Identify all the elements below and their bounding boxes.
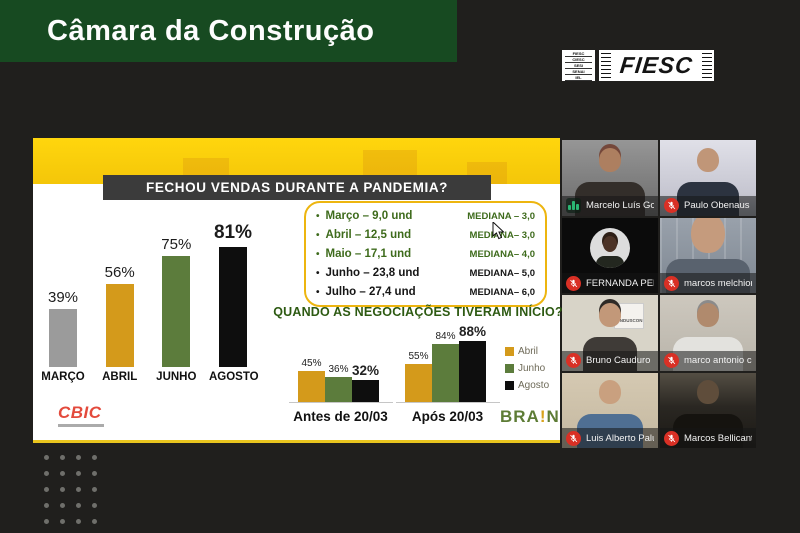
nameplate: marcos melchioretto (660, 273, 756, 293)
dot (92, 471, 97, 476)
mic-muted-icon (664, 275, 679, 291)
bar-abril: 56% (96, 264, 144, 367)
nameplate: FERNANDA PEREIRA… (562, 273, 658, 293)
cbic-logo: CBIC (58, 403, 104, 427)
dot (76, 519, 81, 524)
nameplate: marco antonio corsini (660, 350, 756, 371)
dot (44, 471, 49, 476)
fiesc-wordmark: FIESC (599, 50, 714, 81)
participant-silhouette (668, 380, 748, 448)
slide-title: FECHOU VENDAS DURANTE A PANDEMIA? (103, 175, 491, 200)
dot (44, 503, 49, 508)
group-label-apos: Após 20/03 (411, 409, 484, 424)
shared-presentation-slide: FECHOU VENDAS DURANTE A PANDEMIA? 39% 56… (33, 138, 563, 443)
dot (76, 471, 81, 476)
legend-swatch-junho (505, 364, 514, 373)
grouped-chart-apos: 55% 84% 88% (405, 318, 486, 402)
dot (92, 455, 97, 460)
slide-subtitle: QUANDO AS NEGOCIAÇÕES TIVERAM INÍCIO? (273, 305, 563, 319)
video-tile-fernanda[interactable]: FERNANDA PEREIRA… (562, 217, 658, 293)
fiesc-entities-logo: FIESC CIESC SESI SENAI IEL (562, 50, 595, 81)
nameplate: Marcelo Luís Gonçal… (562, 195, 658, 216)
legend-item: Junho (505, 363, 549, 374)
dot (92, 487, 97, 492)
mediana-row: Abril – 12,5 und MEDIANA– 3,0 (314, 229, 535, 241)
dot (76, 455, 81, 460)
nameplate: Bruno Cauduro (562, 350, 658, 371)
dot (44, 519, 49, 524)
mediana-row: Julho – 27,4 und MEDIANA– 6,0 (314, 286, 535, 298)
main-bar-chart: 39% 56% 75% 81% (39, 222, 257, 367)
axis-line (289, 402, 393, 403)
participant-silhouette (668, 147, 748, 216)
video-tile-bruno[interactable]: SINDUSCON Bruno Cauduro (562, 295, 658, 371)
header-banner: Câmara da Construção (0, 0, 457, 62)
video-tile-marcos-m[interactable]: marcos melchioretto (660, 217, 756, 293)
video-tile-paulo[interactable]: Paulo Obenaus (660, 140, 756, 216)
dot (76, 487, 81, 492)
avatar (590, 227, 630, 268)
nameplate: Luis Alberto Paludo (562, 428, 658, 448)
bar-agosto: 81% (209, 222, 257, 367)
mic-muted-icon (566, 275, 581, 291)
dot (92, 519, 97, 524)
group-label-antes: Antes de 20/03 (293, 409, 388, 424)
video-tile-luis[interactable]: Luis Alberto Paludo (562, 372, 658, 448)
participant-silhouette (570, 147, 650, 216)
main-chart-axis-labels: MARÇO ABRIL JUNHO AGOSTO (41, 371, 259, 383)
page-title: Câmara da Construção (47, 14, 375, 47)
mic-muted-icon (566, 353, 581, 368)
nameplate: Marcos Bellicanta (660, 428, 756, 448)
legend-swatch-agosto (505, 381, 514, 390)
dot-grid-decoration (44, 455, 97, 533)
fiesc-logo: FIESC CIESC SESI SENAI IEL FIESC (562, 50, 714, 81)
mediana-row: Maio – 17,1 und MEDIANA– 4,0 (314, 248, 535, 260)
participant-grid: Marcelo Luís Gonçal… Paulo Obenaus FERNA… (562, 140, 756, 448)
dot (60, 503, 65, 508)
brain-logo: BRA!N (500, 407, 560, 426)
participant-silhouette (666, 217, 750, 293)
mouse-cursor (492, 222, 505, 240)
nameplate: Paulo Obenaus (660, 195, 756, 216)
dot (44, 487, 49, 492)
legend-item: Abril (505, 346, 549, 357)
dot (92, 503, 97, 508)
dot (60, 455, 65, 460)
participant-silhouette (570, 302, 650, 371)
mediana-row: Junho – 23,8 und MEDIANA– 5,0 (314, 267, 535, 279)
legend-item: Agosto (505, 380, 549, 391)
mediana-row: Março – 9,0 und MEDIANA – 3,0 (314, 210, 535, 222)
chart-legend: Abril Junho Agosto (505, 346, 549, 391)
video-tile-bellicanta[interactable]: Marcos Bellicanta (660, 372, 756, 448)
grouped-chart-antes: 45% 36% 32% (298, 344, 379, 402)
legend-swatch-abril (505, 347, 514, 356)
dot (76, 503, 81, 508)
bar-junho: 75% (152, 236, 200, 367)
dot (60, 471, 65, 476)
audio-active-icon (566, 198, 581, 213)
mic-muted-icon (566, 430, 581, 446)
mic-muted-icon (664, 198, 679, 213)
mediana-list-box: Março – 9,0 und MEDIANA – 3,0 Abril – 12… (304, 201, 547, 307)
video-tile-marcelo[interactable]: Marcelo Luís Gonçal… (562, 140, 658, 216)
video-tile-corsini[interactable]: marco antonio corsini (660, 295, 756, 371)
axis-line (396, 402, 500, 403)
dot (44, 455, 49, 460)
participant-silhouette (668, 302, 748, 371)
mic-muted-icon (664, 430, 679, 446)
mic-muted-icon (664, 353, 679, 368)
dot (60, 487, 65, 492)
bar-marco: 39% (39, 289, 87, 367)
participant-silhouette (570, 380, 650, 448)
dot (60, 519, 65, 524)
